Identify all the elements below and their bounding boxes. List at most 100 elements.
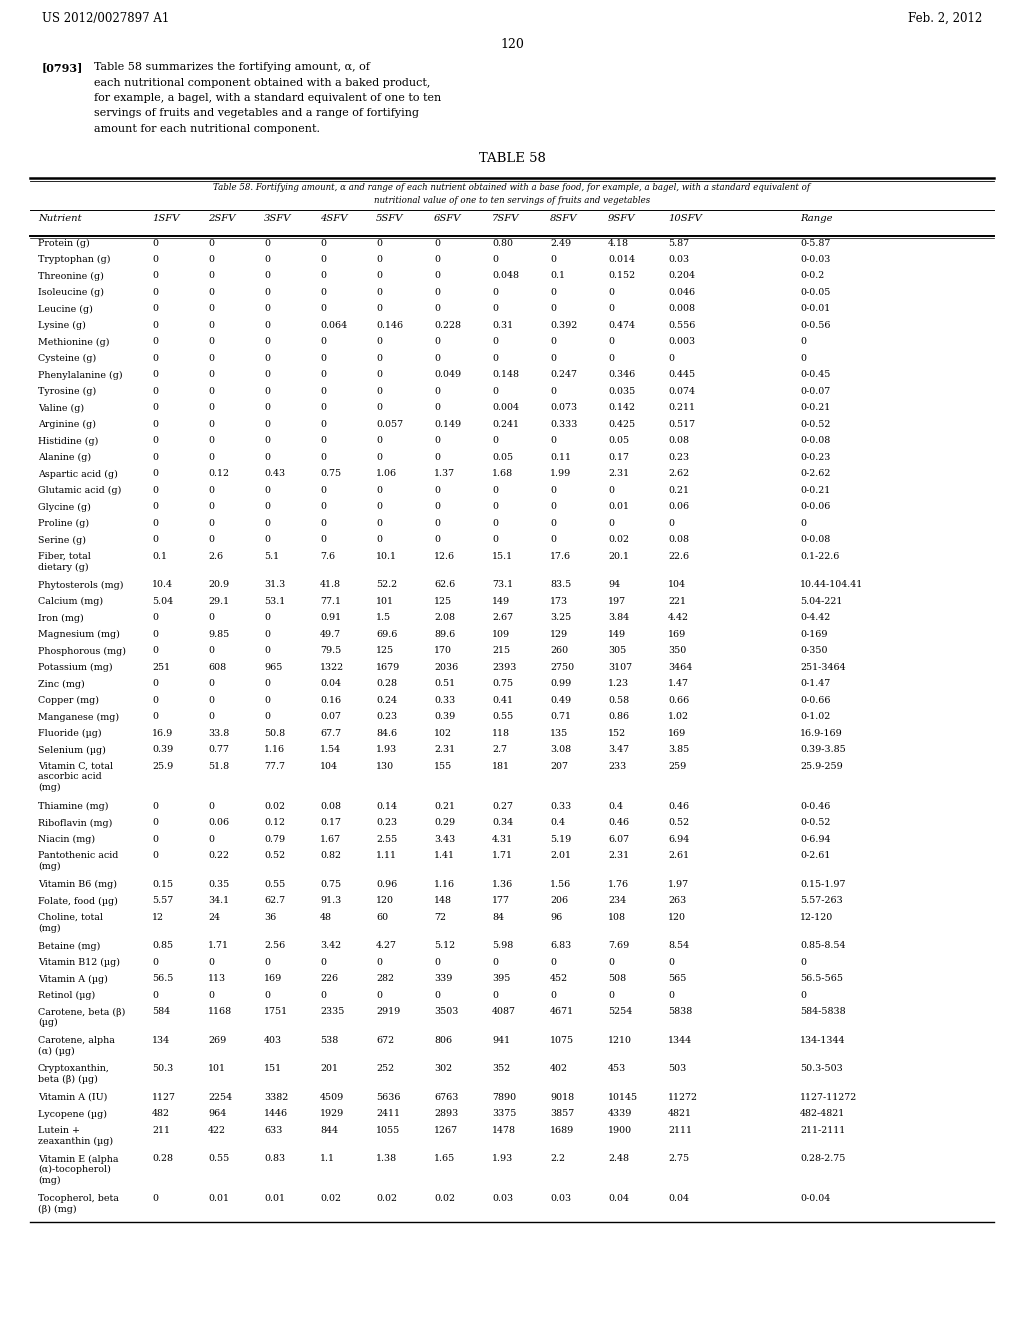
- Text: 0: 0: [319, 272, 326, 280]
- Text: 2.55: 2.55: [376, 836, 397, 843]
- Text: 0: 0: [376, 486, 382, 495]
- Text: 0.22: 0.22: [208, 851, 229, 861]
- Text: 0: 0: [608, 305, 614, 313]
- Text: 0.06: 0.06: [668, 503, 689, 511]
- Text: 0: 0: [264, 305, 270, 313]
- Text: 52.2: 52.2: [376, 581, 397, 590]
- Text: 0.41: 0.41: [492, 696, 513, 705]
- Text: 453: 453: [608, 1064, 627, 1073]
- Text: nutritional value of one to ten servings of fruits and vegetables: nutritional value of one to ten servings…: [374, 195, 650, 205]
- Text: Feb. 2, 2012: Feb. 2, 2012: [907, 12, 982, 25]
- Text: 77.1: 77.1: [319, 597, 341, 606]
- Text: 1.47: 1.47: [668, 680, 689, 689]
- Text: 0: 0: [152, 453, 158, 462]
- Text: 0: 0: [152, 519, 158, 528]
- Text: Glycine (g): Glycine (g): [38, 503, 91, 512]
- Text: 84: 84: [492, 913, 504, 921]
- Text: 0: 0: [208, 387, 214, 396]
- Text: 0: 0: [550, 387, 556, 396]
- Text: 0: 0: [152, 696, 158, 705]
- Text: 4.18: 4.18: [608, 239, 629, 248]
- Text: Table 58 summarizes the fortifying amount, α, of: Table 58 summarizes the fortifying amoun…: [94, 62, 370, 73]
- Text: Thiamine (mg): Thiamine (mg): [38, 803, 109, 810]
- Text: 4509: 4509: [319, 1093, 344, 1102]
- Text: for example, a bagel, with a standard equivalent of one to ten: for example, a bagel, with a standard eq…: [94, 92, 441, 103]
- Text: 129: 129: [550, 630, 568, 639]
- Text: 0: 0: [152, 1195, 158, 1204]
- Text: 0.204: 0.204: [668, 272, 695, 280]
- Text: 0.1: 0.1: [152, 552, 167, 561]
- Text: Aspartic acid (g): Aspartic acid (g): [38, 470, 118, 479]
- Text: 0: 0: [434, 536, 440, 544]
- Text: 1210: 1210: [608, 1036, 632, 1045]
- Text: Selenium (µg): Selenium (µg): [38, 746, 105, 755]
- Text: 0: 0: [152, 503, 158, 511]
- Text: 1127: 1127: [152, 1093, 176, 1102]
- Text: 135: 135: [550, 729, 568, 738]
- Text: 0: 0: [152, 420, 158, 429]
- Text: 403: 403: [264, 1036, 283, 1045]
- Text: 0: 0: [264, 255, 270, 264]
- Text: 3375: 3375: [492, 1110, 516, 1118]
- Text: 1900: 1900: [608, 1126, 632, 1135]
- Text: 0: 0: [152, 630, 158, 639]
- Text: Magnesium (mg): Magnesium (mg): [38, 630, 120, 639]
- Text: 0-2.61: 0-2.61: [800, 851, 830, 861]
- Text: 0: 0: [152, 803, 158, 810]
- Text: 0.82: 0.82: [319, 851, 341, 861]
- Text: 6SFV: 6SFV: [434, 214, 462, 223]
- Text: 5636: 5636: [376, 1093, 400, 1102]
- Text: 565: 565: [668, 974, 686, 983]
- Text: 0: 0: [208, 991, 214, 1001]
- Text: 0: 0: [434, 305, 440, 313]
- Text: 72: 72: [434, 913, 446, 921]
- Text: 350: 350: [668, 647, 686, 656]
- Text: 20.9: 20.9: [208, 581, 229, 590]
- Text: Copper (mg): Copper (mg): [38, 696, 99, 705]
- Text: 233: 233: [608, 762, 627, 771]
- Text: Betaine (mg): Betaine (mg): [38, 941, 100, 950]
- Text: 0: 0: [319, 486, 326, 495]
- Text: 3503: 3503: [434, 1007, 459, 1016]
- Text: 10145: 10145: [608, 1093, 638, 1102]
- Text: 12: 12: [152, 913, 164, 921]
- Text: 1.99: 1.99: [550, 470, 571, 478]
- Text: 0.1: 0.1: [550, 272, 565, 280]
- Text: 0: 0: [152, 958, 158, 968]
- Text: 79.5: 79.5: [319, 647, 341, 656]
- Text: 0: 0: [152, 288, 158, 297]
- Text: 2893: 2893: [434, 1110, 459, 1118]
- Text: 0: 0: [152, 354, 158, 363]
- Text: 0.33: 0.33: [434, 696, 456, 705]
- Text: 0.79: 0.79: [264, 836, 285, 843]
- Text: 0.80: 0.80: [492, 239, 513, 248]
- Text: 0: 0: [608, 958, 614, 968]
- Text: Alanine (g): Alanine (g): [38, 453, 91, 462]
- Text: Nutrient: Nutrient: [38, 214, 82, 223]
- Text: 0.04: 0.04: [668, 1195, 689, 1204]
- Text: 0: 0: [264, 647, 270, 656]
- Text: 0.149: 0.149: [434, 420, 461, 429]
- Text: 0.46: 0.46: [608, 818, 629, 828]
- Text: 104: 104: [668, 581, 686, 590]
- Text: 48: 48: [319, 913, 332, 921]
- Text: 0: 0: [319, 519, 326, 528]
- Text: 0: 0: [264, 338, 270, 346]
- Text: 3.25: 3.25: [550, 614, 571, 623]
- Text: 0.048: 0.048: [492, 272, 519, 280]
- Text: 0.85: 0.85: [152, 941, 173, 950]
- Text: 2.61: 2.61: [668, 851, 689, 861]
- Text: 302: 302: [434, 1064, 453, 1073]
- Text: 0: 0: [376, 272, 382, 280]
- Text: 0.04: 0.04: [608, 1195, 629, 1204]
- Text: Potassium (mg): Potassium (mg): [38, 663, 113, 672]
- Text: 0.1-22.6: 0.1-22.6: [800, 552, 840, 561]
- Text: 806: 806: [434, 1036, 453, 1045]
- Text: 10.4: 10.4: [152, 581, 173, 590]
- Text: Lysine (g): Lysine (g): [38, 321, 86, 330]
- Text: 2.67: 2.67: [492, 614, 513, 623]
- Text: 0-0.01: 0-0.01: [800, 305, 830, 313]
- Text: 0.51: 0.51: [434, 680, 455, 689]
- Text: 0: 0: [264, 453, 270, 462]
- Text: 0: 0: [668, 958, 674, 968]
